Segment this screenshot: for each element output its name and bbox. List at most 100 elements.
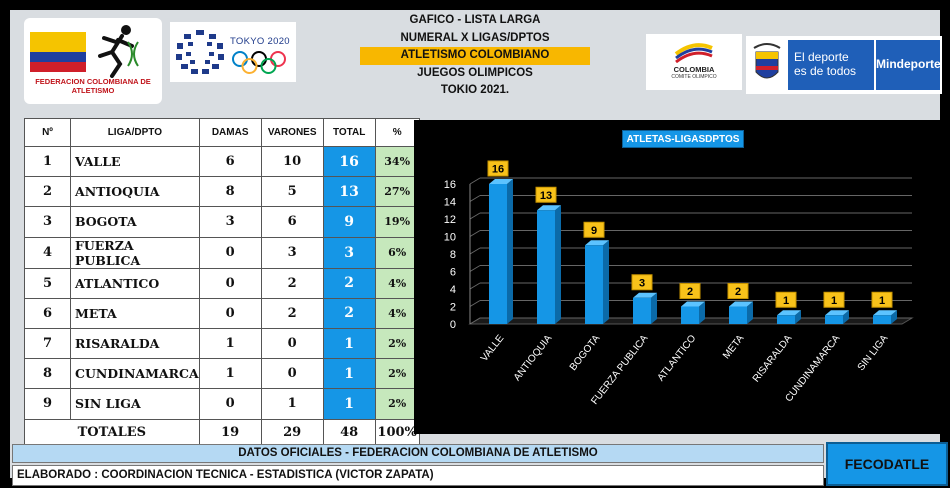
row-number: 2 [24,176,71,208]
bar-side [555,205,561,324]
bar-value-label-box [727,283,749,299]
row-pct: 6% [374,236,420,269]
title-line-5: TOKIO 2021. [440,84,510,96]
row-number: 8 [24,358,71,390]
colombia-olympic-committee-logo: COLOMBIA COMITE OLIMPICO [646,34,742,90]
row-pct: 27% [374,176,420,208]
bar-value-label-box [679,283,701,299]
row-total: 16 [322,145,376,178]
gridline-diagonal [469,195,481,202]
bar-value-label: 16 [492,164,504,176]
row-liga: ATLANTICO [70,267,200,299]
bar [729,306,747,324]
y-tick-label: 10 [444,232,456,244]
gridline-diagonal [469,282,481,290]
athletes-table: Nº LIGA/DPTO DAMAS VARONES TOTAL % 1 VALL… [24,118,420,446]
row-varones: 6 [260,206,324,238]
row-damas: 6 [198,145,262,178]
row-varones: 5 [260,176,324,208]
row-pct: 2% [374,388,420,420]
bar-value-label: 1 [879,295,885,307]
bar-top [873,310,897,316]
title-line-1: GAFICO - LISTA LARGA [409,14,541,26]
column-header: % [374,118,420,147]
column-header: LIGA/DPTO [70,118,200,147]
flag-yellow-stripe [30,32,86,52]
mindeporte-logo: El deporte es de todos Mindeporte [746,36,942,94]
x-category-label: VALLE [479,333,507,364]
bar [681,306,699,324]
ministry-slogan: El deporte es de todos [788,40,874,90]
bar-value-label: 2 [687,286,693,298]
row-damas: 0 [198,236,262,269]
row-number: 5 [24,267,71,299]
bar [489,184,507,324]
bar-side [747,301,753,324]
bar-chart-panel: 0 2 4 6 8 10 12 14 16 16 VALLE 13 ANTIOQUIA 9 BOGOTA 3 F… [414,120,942,434]
x-category-label: CUNDINAMARCA [783,333,842,404]
bar [537,210,555,324]
title-line-2: NUMERAL X LIGAS/DPTOS [400,31,550,44]
coc-subtitle: COMITE OLIMPICO [671,74,717,80]
table-row: 1 VALLE 6 10 16 34% [24,145,420,178]
row-liga: VALLE [70,145,200,178]
totals-row: TOTALES 19 29 48 100% [24,418,420,446]
bar [585,245,603,324]
row-liga: META [70,297,200,329]
gridline-diagonal [469,177,481,185]
column-header: TOTAL [322,118,376,147]
column-header: DAMAS [198,118,262,147]
row-total: 13 [322,176,376,208]
bar-value-label-box [583,221,605,238]
row-pct: 34% [374,145,420,178]
y-tick-label: 0 [450,319,456,331]
olympic-rings-icon [232,51,286,74]
y-tick-label: 6 [450,267,456,279]
gridline-diagonal [469,247,481,255]
table-body: 1 VALLE 6 10 16 34% 2 ANTIOQUIA 8 5 13 27% 3 BOGOTA 3 6… [24,145,420,420]
gridline-diagonal [469,300,481,307]
totals-varones: 29 [260,418,324,446]
tokyo-emblem-icon [176,30,224,74]
bar [633,297,651,324]
row-total: 3 [322,236,376,269]
y-tick-label: 2 [450,302,456,314]
row-damas: 3 [198,206,262,238]
tokyo-2020-logo: TOKYO 2020 [170,22,296,82]
gridline-diagonal [469,212,481,220]
row-damas: 1 [198,327,262,360]
bar-top [585,240,609,246]
row-liga: RISARALDA [70,327,200,360]
ministry-slogan-line-1: El deporte [794,50,849,64]
column-header: VARONES [260,118,324,147]
row-pct: 19% [374,206,420,238]
row-pct: 2% [374,327,420,360]
bar-top [537,205,561,211]
bar-value-label-box [487,160,509,177]
table-row: 7 RISARALDA 1 0 1 2% [24,327,420,360]
row-number: 7 [24,327,71,360]
column-header: Nº [24,118,71,147]
bar-side [507,179,513,324]
totals-label: TOTALES [24,418,200,446]
bar-side [603,240,609,324]
table-row: 9 SIN LIGA 0 1 1 2% [24,388,420,420]
brand-label: FECODATLE [826,442,948,486]
x-category-label: META [721,333,747,361]
federation-name: FEDERACION COLOMBIANA DE ATLETISMO [35,77,151,95]
ministry-slogan-line-2: es de todos [794,64,857,78]
bar-value-label-box [775,291,797,308]
row-pct: 2% [374,358,420,390]
totals-total: 48 [322,418,376,446]
y-tick-label: 14 [444,197,456,209]
bar [873,315,891,324]
gridline-diagonal [469,317,481,325]
title-line-3: ATLETISMO COLOMBIANO [360,47,590,65]
bar-value-label: 2 [735,286,741,298]
gridline-diagonal [469,265,481,272]
row-total: 2 [322,267,376,299]
bar-chart: 024681012141616VALLE13ANTIOQUIA9BOGOTA3F… [444,160,914,407]
bar-top [777,310,801,316]
gridline-diagonal [469,230,481,237]
row-liga: BOGOTA [70,206,200,238]
